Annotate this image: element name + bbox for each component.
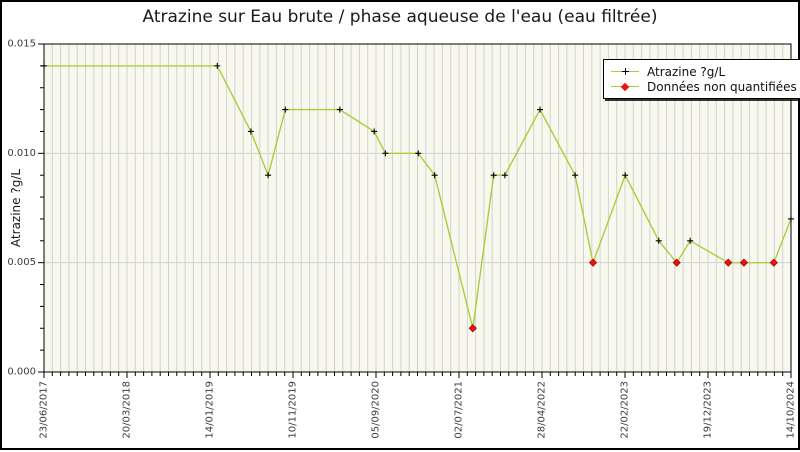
data-point-plus-icon — [687, 237, 694, 244]
x-tick-label: 05/09/2020 — [371, 381, 382, 439]
non-quantified-diamond-icon — [468, 324, 477, 333]
legend-label-non-quantified: Données non quantifiées — [647, 79, 797, 94]
data-point-plus-icon — [282, 106, 289, 113]
data-point-plus-icon — [336, 106, 343, 113]
data-point-plus-icon — [537, 106, 544, 113]
x-tick-label: 28/04/2022 — [537, 381, 548, 439]
plus-marker-icon — [610, 66, 640, 77]
non-quantified-diamond-icon — [588, 258, 598, 267]
legend-label-atrazine: Atrazine ?g/L — [647, 64, 726, 79]
legend-box: Atrazine ?g/L Données non quantifiées — [603, 59, 800, 99]
data-point-plus-icon — [655, 237, 662, 244]
x-tick-label: 14/01/2019 — [205, 381, 216, 439]
x-tick-label: 20/03/2018 — [122, 381, 133, 439]
y-tick-label: 0.010 — [7, 148, 36, 159]
y-tick-label: 0.005 — [7, 257, 36, 268]
x-tick-label: 19/12/2023 — [703, 381, 714, 439]
data-point-plus-icon — [382, 150, 389, 157]
data-point-plus-icon — [431, 172, 438, 179]
x-tick-label: 14/10/2024 — [786, 381, 797, 439]
data-point-plus-icon — [622, 172, 629, 179]
x-tick-label: 02/07/2021 — [454, 381, 465, 439]
non-quantified-diamond-icon — [769, 258, 778, 267]
series-line — [44, 65, 792, 329]
x-tick-label: 23/06/2017 — [39, 381, 50, 439]
y-tick-label: 0.000 — [7, 367, 36, 378]
data-point-plus-icon — [415, 150, 422, 157]
data-point-plus-icon — [490, 172, 497, 179]
x-tick-label: 10/11/2019 — [288, 381, 299, 439]
data-point-plus-icon — [572, 172, 579, 179]
non-quantified-diamond-icon — [672, 258, 681, 267]
legend-item-atrazine: Atrazine ?g/L — [610, 64, 797, 79]
x-tick-label: 22/02/2023 — [620, 381, 631, 439]
y-tick-label: 0.015 — [7, 39, 36, 50]
data-point-plus-icon — [247, 128, 254, 135]
non-quantified-diamond-icon — [724, 258, 733, 267]
data-point-plus-icon — [371, 128, 378, 135]
legend-item-non-quantified: Données non quantifiées — [610, 79, 797, 94]
y-axis-title: Atrazine ?g/L — [9, 169, 23, 247]
data-point-plus-icon — [501, 172, 508, 179]
data-point-plus-icon — [214, 62, 221, 69]
data-point-plus-icon — [265, 172, 272, 179]
diamond-marker-icon — [610, 81, 640, 92]
chart-title: Atrazine sur Eau brute / phase aqueuse d… — [142, 7, 658, 27]
non-quantified-diamond-icon — [739, 258, 749, 267]
